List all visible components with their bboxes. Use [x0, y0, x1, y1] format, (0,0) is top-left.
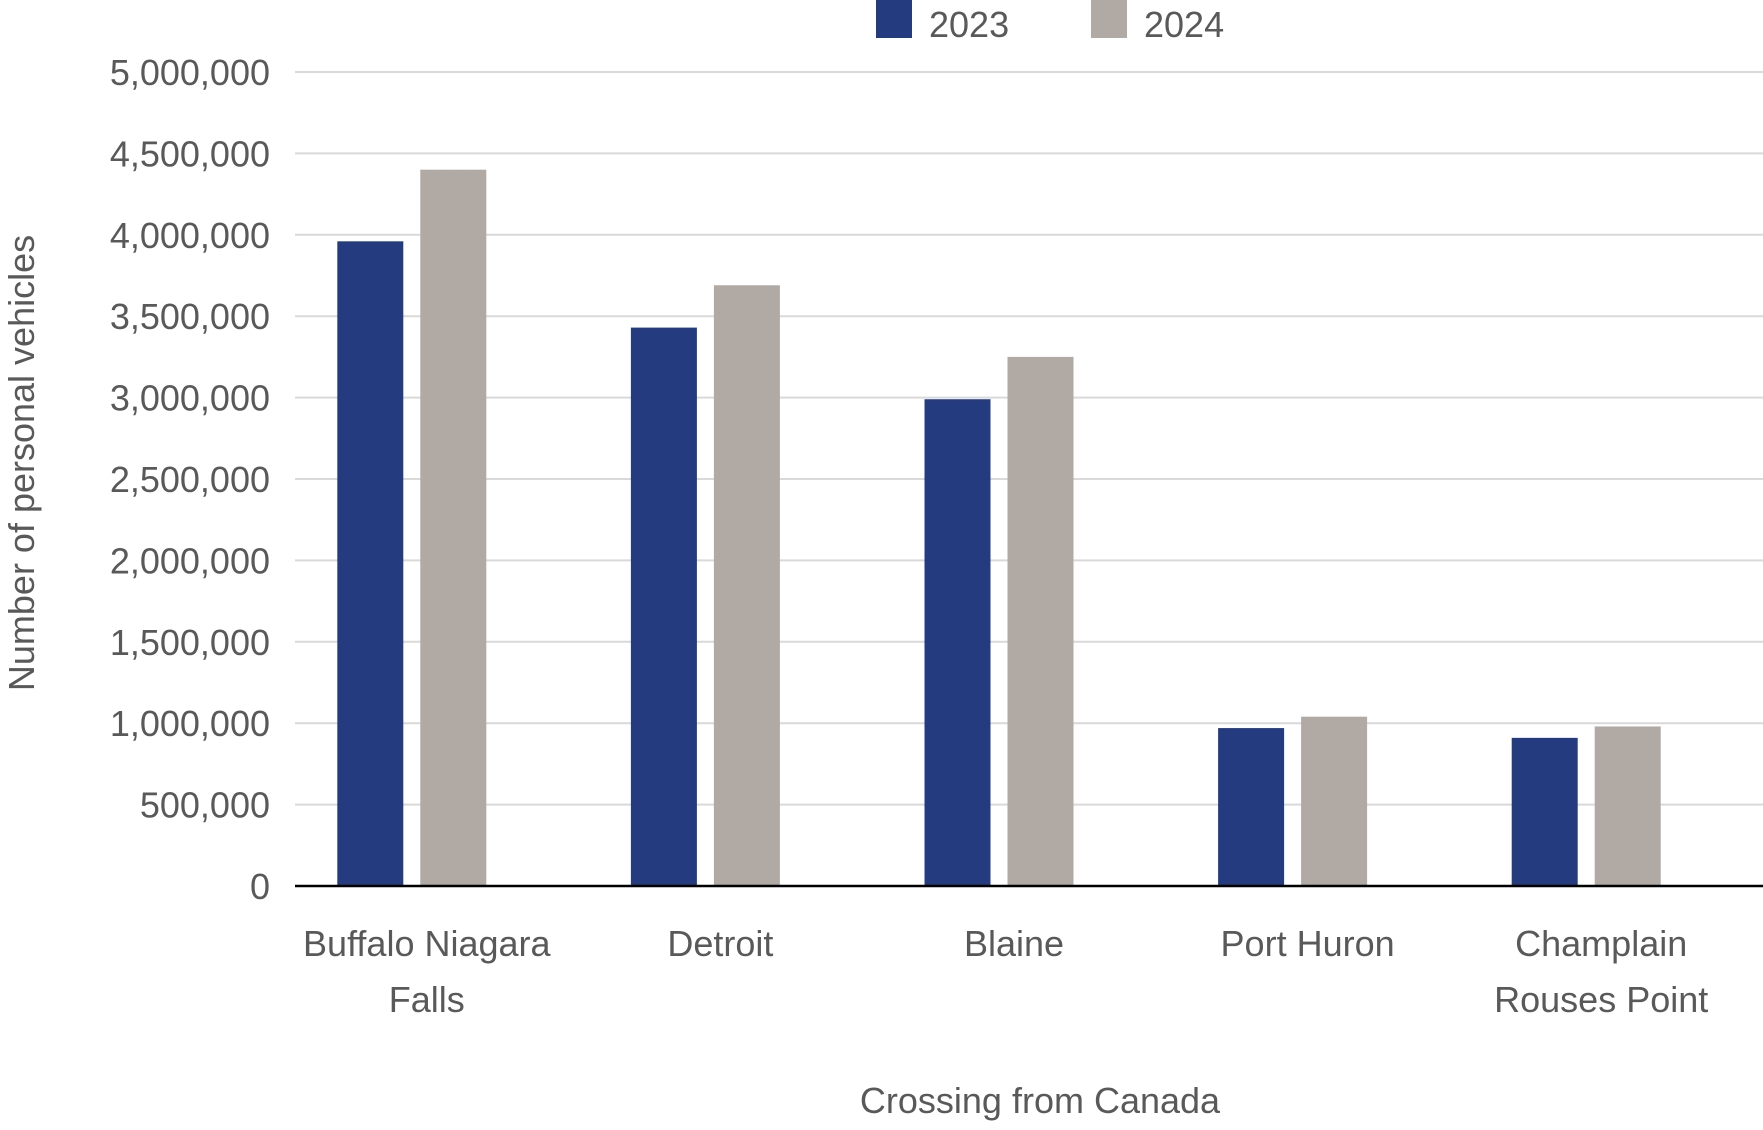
bar-2023 — [924, 399, 991, 886]
x-category-label: Detroit — [667, 923, 773, 964]
y-tick-label: 1,500,000 — [110, 622, 270, 663]
bar-2024 — [1301, 716, 1368, 886]
bar-2024 — [713, 285, 780, 886]
y-tick-label: 4,000,000 — [110, 215, 270, 256]
x-category-label: Blaine — [964, 923, 1064, 964]
legend-label: 2024 — [1144, 4, 1224, 45]
legend-swatch-2024 — [1091, 0, 1127, 38]
x-category-label: Rouses Point — [1494, 979, 1708, 1020]
y-tick-label: 5,000,000 — [110, 52, 270, 93]
bar-2023 — [1218, 728, 1285, 886]
y-tick-label: 500,000 — [140, 785, 270, 826]
y-tick-label: 3,500,000 — [110, 296, 270, 337]
legend-swatch-2023 — [876, 0, 912, 38]
x-category-label: Buffalo Niagara — [303, 923, 551, 964]
y-tick-label: 2,500,000 — [110, 459, 270, 500]
x-axis-title: Crossing from Canada — [860, 1080, 1221, 1121]
bar-2024 — [1594, 726, 1661, 886]
legend: 2023 2024 — [876, 0, 1224, 45]
y-tick-label: 3,000,000 — [110, 378, 270, 419]
bars — [337, 169, 1661, 886]
y-axis-ticks: 0 500,000 1,000,000 1,500,000 2,000,000 2,500… — [110, 52, 270, 907]
y-tick-label: 2,000,000 — [110, 540, 270, 581]
x-category-label: Port Huron — [1221, 923, 1395, 964]
bar-2023 — [337, 241, 404, 886]
y-tick-label: 0 — [250, 866, 270, 907]
y-tick-label: 1,000,000 — [110, 703, 270, 744]
legend-label: 2023 — [929, 4, 1009, 45]
x-category-label: Falls — [389, 979, 465, 1020]
bar-2024 — [420, 169, 487, 886]
bar-2023 — [1511, 737, 1578, 886]
x-category-label: Champlain — [1515, 923, 1687, 964]
y-axis-title: Number of personal vehicles — [1, 235, 42, 691]
y-tick-label: 4,500,000 — [110, 133, 270, 174]
bar-2023 — [630, 327, 697, 886]
bar-2024 — [1007, 356, 1074, 886]
x-axis-categories: Buffalo Niagara Falls Detroit Blaine Port Hu… — [303, 923, 1708, 1020]
